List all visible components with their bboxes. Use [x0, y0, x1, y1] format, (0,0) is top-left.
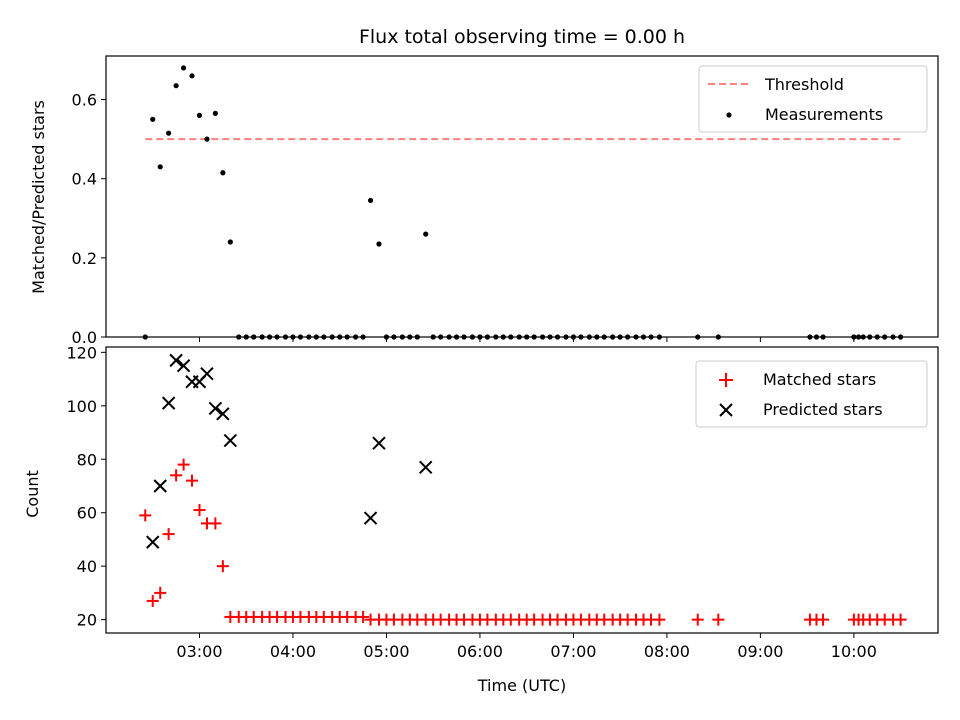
measurement-point	[196, 112, 203, 118]
predicted-star-point	[176, 359, 191, 373]
bottom-panel: Count Time (UTC) 20 40 60 80 100 120 03:00 04:0…	[23, 343, 939, 695]
bottom-y-tick-label: 100	[66, 397, 97, 416]
legend-measurements-label: Measurements	[765, 105, 883, 124]
measurement-point	[189, 73, 195, 79]
matched-star-point	[193, 504, 206, 517]
matched-star-point	[653, 613, 666, 626]
measurement-point	[367, 197, 374, 204]
matched-star-point	[691, 613, 704, 626]
matched-star-point	[894, 613, 907, 626]
x-tick-label: 09:00	[737, 642, 783, 661]
predicted-star-point	[208, 401, 223, 416]
matched-star-point	[177, 458, 190, 471]
x-tick-label: 04:00	[270, 642, 316, 661]
matched-star-point	[162, 528, 175, 541]
measurement-point	[212, 110, 218, 116]
top-y-axis-label: Matched/Predicted stars	[29, 100, 48, 294]
predicted-star-point	[200, 367, 214, 381]
predicted-star-point	[146, 535, 160, 549]
predicted-star-point	[153, 479, 167, 493]
bottom-y-tick-label: 60	[77, 504, 97, 523]
predicted-star-point	[169, 353, 183, 368]
matched-star-point	[186, 474, 199, 487]
measurement-point	[180, 65, 187, 71]
measurement-point	[227, 239, 233, 245]
top-legend: Threshold Measurements	[698, 65, 928, 133]
matched-star-point	[712, 613, 725, 626]
matched-star-point	[139, 509, 152, 522]
bottom-y-axis-label: Count	[23, 470, 42, 518]
matched-star-point	[146, 594, 159, 607]
legend-measurements-swatch	[726, 112, 732, 118]
bottom-legend: Matched stars Predicted stars	[695, 360, 928, 428]
legend-predicted-label: Predicted stars	[763, 400, 883, 419]
top-y-tick-label: 0.6	[72, 91, 97, 110]
bottom-plot-frame	[105, 346, 939, 634]
bottom-y-tick-label: 120	[66, 343, 97, 362]
top-y-tick-label: 0.0	[72, 328, 97, 347]
matched-star-point	[216, 560, 229, 573]
measurement-point	[204, 136, 210, 142]
legend-threshold-label: Threshold	[764, 75, 844, 94]
measurement-point	[166, 130, 172, 136]
measurement-point	[157, 164, 163, 170]
matched-star-point	[817, 613, 830, 626]
bottom-y-tick-label: 80	[77, 450, 97, 469]
x-axis-label: Time (UTC)	[477, 676, 566, 695]
x-tick-label: 10:00	[831, 642, 877, 661]
predicted-star-point	[419, 460, 433, 474]
matched-star-point	[170, 469, 183, 482]
measurement-point	[150, 116, 156, 122]
top-plot-frame	[105, 55, 939, 338]
x-tick-label: 03:00	[176, 642, 222, 661]
predicted-star-point	[363, 511, 378, 525]
legend-matched-swatch	[719, 373, 733, 387]
top-y-tick-label: 0.4	[72, 170, 97, 189]
x-tick-label: 08:00	[644, 642, 690, 661]
chart-title: Flux total observing time = 0.00 h	[359, 26, 685, 48]
x-tick-label: 05:00	[363, 642, 409, 661]
predicted-star-point	[223, 433, 238, 448]
legend-matched-label: Matched stars	[763, 370, 876, 389]
matched-star-point	[154, 586, 167, 599]
measurement-point	[173, 83, 179, 89]
x-tick-label: 06:00	[457, 642, 503, 661]
matched-star-point	[209, 517, 222, 530]
legend-predicted-swatch	[719, 403, 733, 417]
bottom-y-tick-label: 20	[77, 611, 97, 630]
top-panel: Flux total observing time = 0.00 h Match…	[29, 26, 939, 347]
bottom-y-tick-label: 40	[77, 557, 97, 576]
top-y-tick-label: 0.2	[72, 249, 97, 268]
x-tick-label: 07:00	[550, 642, 596, 661]
predicted-star-point	[216, 407, 230, 421]
matched-star-point	[357, 610, 370, 623]
measurement-point	[220, 170, 226, 176]
measurement-point	[376, 241, 382, 247]
predicted-star-point	[161, 396, 176, 410]
measurement-point	[423, 231, 429, 237]
predicted-star-point	[372, 436, 386, 450]
